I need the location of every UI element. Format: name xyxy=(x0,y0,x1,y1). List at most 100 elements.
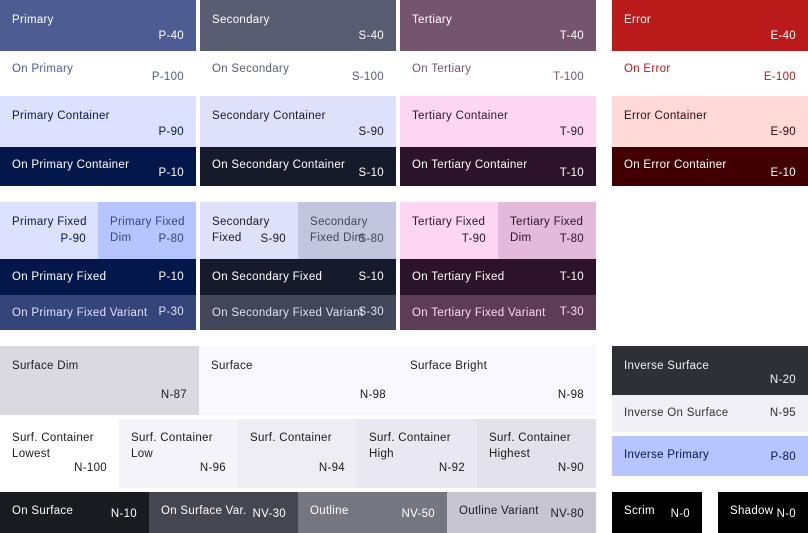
scrim-tone: N-0 xyxy=(670,508,690,520)
primary-name: Primary xyxy=(12,14,54,26)
surface-dim-name: Surface Dim xyxy=(12,360,79,372)
primary-container-tone: P-90 xyxy=(158,126,184,138)
tertiary-fixed-name: Tertiary Fixed xyxy=(412,216,486,228)
tertiary-fixed-dim-tone: T-80 xyxy=(559,233,584,245)
on-secondary-fixed-swatch: On Secondary Fixed S-10 xyxy=(200,259,396,295)
surface-dim-tone: N-87 xyxy=(160,389,187,401)
surface-container-swatch: Surf. Container N-94 xyxy=(238,419,357,488)
on-primary-fixed-tone: P-10 xyxy=(158,271,184,283)
inverse-on-surface-name: Inverse On Surface xyxy=(624,407,729,419)
on-error-container-swatch: On Error Container E-10 xyxy=(612,147,808,186)
inverse-on-surface-tone: N-95 xyxy=(769,407,796,419)
primary-fixed-swatch: Primary Fixed P-90 xyxy=(0,202,98,259)
primary-fixed-dim-swatch: Primary Fixed Dim P-80 xyxy=(98,202,196,259)
on-tertiary-fixed-swatch: On Tertiary Fixed T-10 xyxy=(400,259,596,295)
inverse-primary-tone: P-80 xyxy=(770,451,796,463)
on-secondary-container-name: On Secondary Container xyxy=(212,159,346,171)
surface-container-highest-tone: N-90 xyxy=(557,462,584,474)
tertiary-fixed-dim-swatch: Tertiary Fixed Dim T-80 xyxy=(498,202,596,259)
on-primary-tone: P-100 xyxy=(151,71,184,83)
tertiary-container-tone: T-90 xyxy=(559,126,584,138)
primary-container-name: Primary Container xyxy=(12,110,110,122)
on-tertiary-fixed-variant-name: On Tertiary Fixed Variant xyxy=(412,307,546,319)
on-primary-container-tone: P-10 xyxy=(158,167,184,179)
on-primary-fixed-variant-swatch: On Primary Fixed Variant P-30 xyxy=(0,295,196,330)
surface-swatch: Surface N-98 xyxy=(199,346,398,415)
on-primary-swatch: On Primary P-100 xyxy=(0,51,196,90)
on-secondary-name: On Secondary xyxy=(212,63,290,75)
on-surface-name: On Surface xyxy=(12,505,74,517)
inverse-primary-swatch: Inverse Primary P-80 xyxy=(612,436,808,476)
secondary-swatch: Secondary S-40 xyxy=(200,0,396,51)
secondary-fixed-dim-name: Secondary Fixed Dim xyxy=(310,216,368,244)
outline-swatch: Outline NV-50 xyxy=(298,492,447,533)
tertiary-tone: T-40 xyxy=(559,30,584,42)
on-primary-fixed-swatch: On Primary Fixed P-10 xyxy=(0,259,196,295)
on-surface-variant-name: On Surface Var. xyxy=(161,505,247,517)
on-primary-name: On Primary xyxy=(12,63,74,75)
on-surface-swatch: On Surface N-10 xyxy=(0,492,149,533)
error-container-swatch: Error Container E-90 xyxy=(612,96,808,147)
inverse-primary-name: Inverse Primary xyxy=(624,449,710,461)
primary-fixed-name: Primary Fixed xyxy=(12,216,87,228)
on-secondary-fixed-variant-name: On Secondary Fixed Variant xyxy=(212,307,364,319)
shadow-name: Shadow xyxy=(730,505,774,517)
inverse-surface-tone: N-20 xyxy=(769,374,796,386)
on-secondary-container-swatch: On Secondary Container S-10 xyxy=(200,147,396,186)
surface-container-name: Surf. Container xyxy=(250,432,332,444)
error-tone: E-40 xyxy=(770,30,796,42)
surface-container-highest-name: Surf. Container Highest xyxy=(489,432,571,460)
tertiary-fixed-dim-name: Tertiary Fixed Dim xyxy=(510,216,584,244)
tertiary-container-name: Tertiary Container xyxy=(412,110,509,122)
surface-container-highest-swatch: Surf. Container Highest N-90 xyxy=(477,419,596,488)
primary-swatch: Primary P-40 xyxy=(0,0,196,51)
surface-container-high-name: Surf. Container High xyxy=(369,432,451,460)
on-tertiary-container-tone: T-10 xyxy=(559,167,584,179)
on-tertiary-container-name: On Tertiary Container xyxy=(412,159,528,171)
on-tertiary-swatch: On Tertiary T-100 xyxy=(400,51,596,90)
on-error-container-name: On Error Container xyxy=(624,159,727,171)
on-surface-tone: N-10 xyxy=(110,508,137,520)
outline-name: Outline xyxy=(310,505,349,517)
surface-bright-name: Surface Bright xyxy=(410,360,488,372)
surface-container-low-tone: N-96 xyxy=(199,462,226,474)
on-primary-fixed-name: On Primary Fixed xyxy=(12,271,107,283)
surface-container-lowest-tone: N-100 xyxy=(74,462,107,474)
scrim-swatch: Scrim N-0 xyxy=(612,492,702,533)
on-secondary-fixed-tone: S-10 xyxy=(358,271,384,283)
on-secondary-tone: S-100 xyxy=(351,71,384,83)
on-surface-variant-tone: NV-30 xyxy=(252,508,286,520)
primary-tone: P-40 xyxy=(158,30,184,42)
surface-container-tone: N-94 xyxy=(318,462,345,474)
tertiary-fixed-tone: T-90 xyxy=(461,233,486,245)
secondary-fixed-name: Secondary Fixed xyxy=(212,216,270,244)
outline-tone: NV-50 xyxy=(401,508,435,520)
on-tertiary-container-swatch: On Tertiary Container T-10 xyxy=(400,147,596,186)
shadow-tone: N-0 xyxy=(776,508,796,520)
surface-name: Surface xyxy=(211,360,253,372)
secondary-tone: S-40 xyxy=(358,30,384,42)
surface-tone: N-98 xyxy=(359,389,386,401)
on-secondary-container-tone: S-10 xyxy=(358,167,384,179)
on-primary-container-name: On Primary Container xyxy=(12,159,130,171)
error-swatch: Error E-40 xyxy=(612,0,808,51)
on-primary-fixed-variant-tone: P-30 xyxy=(158,306,184,318)
surface-bright-tone: N-98 xyxy=(557,389,584,401)
surface-bright-swatch: Surface Bright N-98 xyxy=(398,346,596,415)
primary-fixed-dim-name: Primary Fixed Dim xyxy=(110,216,185,244)
on-secondary-fixed-name: On Secondary Fixed xyxy=(212,271,323,283)
secondary-container-tone: S-90 xyxy=(358,126,384,138)
tertiary-container-swatch: Tertiary Container T-90 xyxy=(400,96,596,147)
tertiary-name: Tertiary xyxy=(412,14,453,26)
secondary-container-name: Secondary Container xyxy=(212,110,326,122)
surface-container-high-tone: N-92 xyxy=(438,462,465,474)
on-tertiary-fixed-variant-swatch: On Tertiary Fixed Variant T-30 xyxy=(400,295,596,330)
secondary-name: Secondary xyxy=(212,14,270,26)
error-container-tone: E-90 xyxy=(770,126,796,138)
tertiary-fixed-swatch: Tertiary Fixed T-90 xyxy=(400,202,498,259)
on-error-name: On Error xyxy=(624,63,671,75)
scrim-name: Scrim xyxy=(624,505,655,517)
on-surface-variant-swatch: On Surface Var. NV-30 xyxy=(149,492,298,533)
outline-variant-tone: NV-80 xyxy=(550,508,584,520)
outline-variant-swatch: Outline Variant NV-80 xyxy=(447,492,596,533)
